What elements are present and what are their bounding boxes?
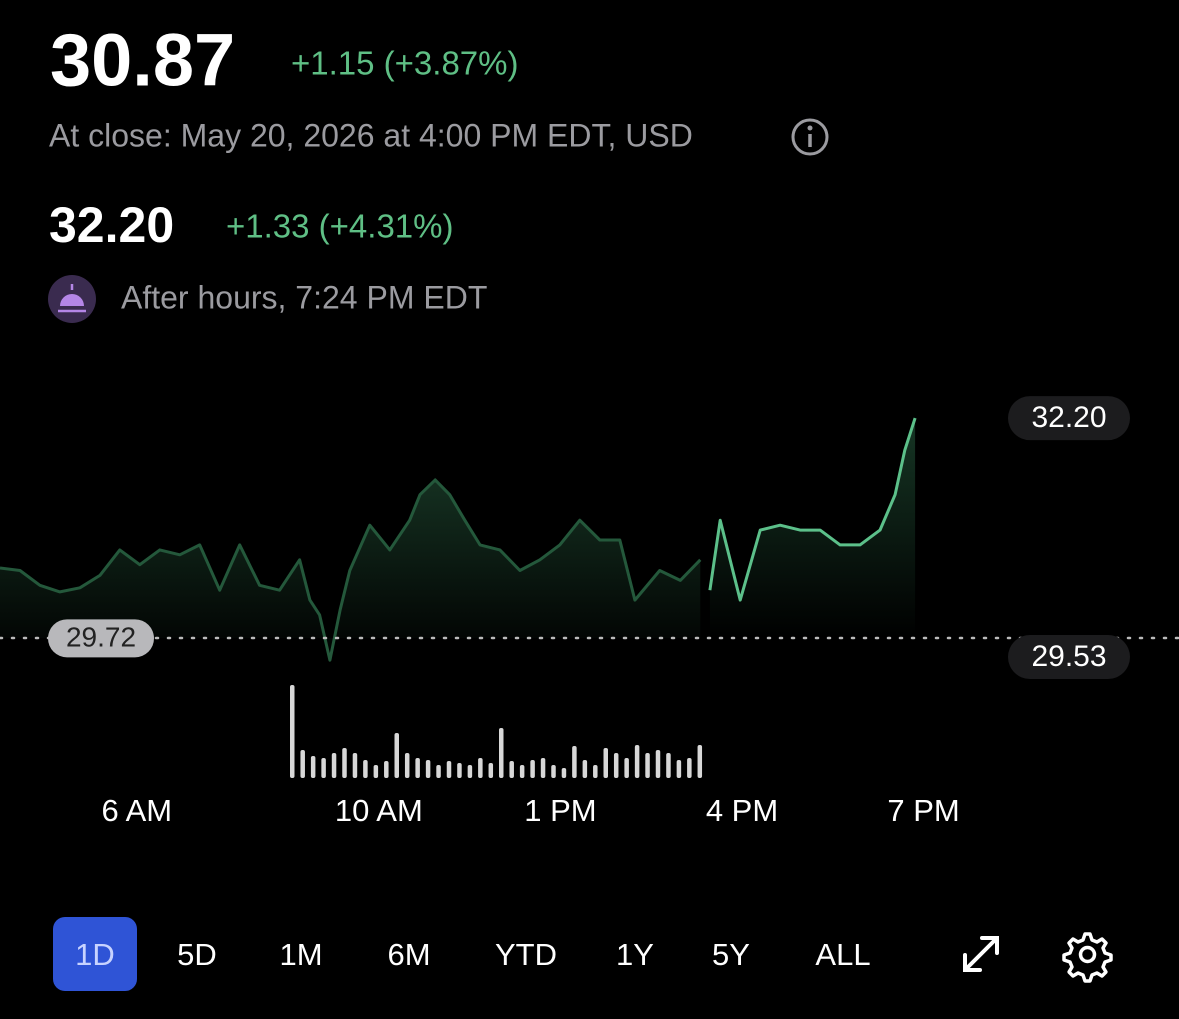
open-label-bg (48, 619, 154, 658)
volume-bar (540, 758, 546, 778)
period-button[interactable]: 1M (279, 937, 322, 972)
volume-bar (467, 765, 473, 778)
last-price-label: 32.20 (1031, 401, 1106, 434)
previous-close-label: 29.53 (1031, 640, 1106, 673)
volume-bar (446, 761, 452, 778)
price-line (708, 417, 917, 602)
period-button[interactable]: 1D (75, 937, 115, 972)
x-tick-label: 6 AM (101, 793, 172, 828)
after-hours-icon (48, 275, 96, 323)
info-icon[interactable] (791, 118, 829, 156)
volume-bar (687, 758, 692, 778)
volume-bar (561, 768, 567, 778)
volume-bar (572, 746, 577, 778)
volume-bar (519, 765, 525, 778)
volume-bar (436, 765, 441, 778)
period-button[interactable]: 1Y (616, 937, 654, 972)
price-change: +1.15 (+3.87%) (291, 45, 519, 82)
volume-bar (613, 753, 619, 778)
volume-bar (624, 758, 629, 778)
volume-bar (509, 761, 514, 778)
volume-bar (499, 728, 504, 778)
x-tick-label: 10 AM (335, 793, 423, 828)
volume-bar (425, 760, 431, 778)
x-tick-label: 4 PM (706, 793, 778, 828)
volume-bar (342, 748, 347, 778)
volume-bar (404, 753, 410, 778)
volume-bar (603, 748, 608, 778)
x-tick-label: 1 PM (524, 793, 596, 828)
volume-bar (363, 760, 368, 778)
period-button[interactable]: 5Y (712, 937, 750, 972)
volume-bar (384, 761, 389, 778)
volume-bar (697, 745, 703, 778)
x-tick-label: 7 PM (887, 793, 959, 828)
volume-bar (666, 753, 671, 778)
price: 30.87 (50, 19, 235, 102)
volume-bar (530, 760, 535, 778)
settings-button[interactable] (1062, 932, 1113, 983)
volume-bar (655, 750, 661, 778)
chart: 32.20 29.53 29.72 6 AM 10 AM 1 PM 4 PM 7 PM (0, 396, 1179, 828)
volume-bar (645, 753, 650, 778)
volume-bar (582, 760, 588, 778)
volume-bar (457, 763, 462, 778)
volume-bar (290, 685, 295, 778)
volume-bar (593, 765, 598, 778)
volume-bar (551, 765, 556, 778)
volume-bar (478, 758, 483, 778)
volume-bar (373, 765, 379, 778)
expand-button[interactable] (963, 936, 999, 972)
volume-bar (352, 753, 358, 778)
volume-bar (310, 756, 316, 778)
period-button[interactable]: 5D (177, 937, 217, 972)
open-label: 29.72 (66, 622, 136, 653)
price-line (0, 478, 702, 662)
volume-bar (415, 758, 420, 778)
active-period-bg (53, 917, 137, 991)
volume-bar (394, 733, 399, 778)
volume-bar (488, 763, 494, 778)
after-hours-change: +1.33 (+4.31%) (226, 208, 454, 245)
period-bar: 1D 5D 1M 6M YTD 1Y 5Y ALL (53, 917, 871, 991)
volume-bar (634, 745, 640, 778)
volume-bar (331, 753, 337, 778)
period-button[interactable]: 6M (387, 937, 430, 972)
period-button[interactable]: ALL (815, 937, 870, 972)
previous-close-label-bg (1008, 635, 1130, 679)
close-status: At close: May 20, 2026 at 4:00 PM EDT, U… (49, 117, 693, 153)
volume-bar (300, 750, 305, 778)
after-hours-price: 32.20 (49, 197, 174, 253)
last-price-label-bg (1008, 396, 1130, 441)
price-area (709, 418, 916, 638)
volume-bar (321, 758, 326, 778)
after-hours-status: After hours, 7:24 PM EDT (121, 279, 487, 315)
period-button[interactable]: YTD (495, 937, 557, 972)
volume-bar (676, 760, 682, 778)
